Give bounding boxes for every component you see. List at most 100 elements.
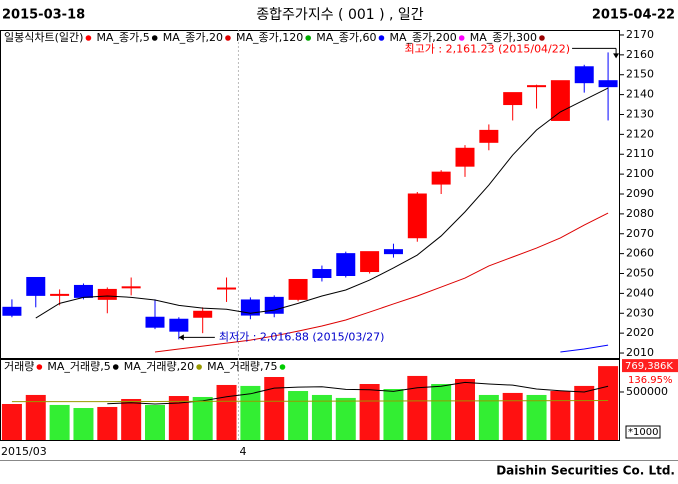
y-tick-label: 2020 [626, 326, 654, 339]
volume-bar [502, 392, 523, 440]
volume-bar [383, 389, 404, 440]
legend-dot [305, 35, 312, 41]
candle-body [574, 66, 594, 84]
volume-bar [311, 394, 332, 440]
unit-label: *1000 [628, 427, 658, 438]
candle-body [407, 193, 427, 239]
y-tick-label: 2060 [626, 247, 654, 260]
y-tick-label: 2170 [626, 28, 654, 41]
annotation-arrowhead [613, 53, 620, 59]
volume-bar [574, 385, 595, 440]
candle-body [503, 92, 523, 106]
annotation: 최고가 : 2,161.23 (2015/04/22) [405, 42, 571, 55]
candle-body [145, 316, 165, 328]
candle-body [550, 80, 570, 121]
volume-bar [526, 394, 547, 440]
candles [2, 52, 618, 340]
unit-box [625, 425, 661, 439]
legend-dot [36, 364, 43, 370]
y-tick-label: 2050 [626, 267, 654, 280]
volume-bar [145, 404, 165, 440]
end-date: 2015-04-22 [592, 8, 675, 23]
y-tick-label: 2090 [626, 187, 654, 200]
legend-dot [458, 35, 465, 41]
y-tick-label: 2070 [626, 227, 654, 240]
volume-bar [216, 384, 237, 440]
change-label: 136.95% [628, 375, 673, 386]
legend-label: MA_거래량,5 [47, 360, 110, 373]
footer: Daishin Securities Co. Ltd. [496, 464, 675, 478]
legend-dot [225, 35, 231, 41]
legend-label: 일봉식차트(일간) [4, 30, 83, 44]
legend-label: MA_종가,20 [163, 31, 223, 44]
volume-bar [431, 384, 452, 440]
candle-body [50, 293, 70, 296]
volume-bar [49, 404, 70, 440]
ma-line [154, 212, 609, 353]
ma-lines [11, 381, 609, 405]
candle-body [193, 310, 213, 318]
candle-body [479, 129, 499, 143]
y-tick-label: 2130 [626, 107, 654, 120]
legend-label: MA_거래량,20 [124, 360, 194, 373]
volume-bar [550, 391, 571, 440]
candle-body [288, 278, 308, 300]
candle-body [455, 147, 475, 167]
volume-bar [168, 396, 189, 440]
legend-dot [196, 364, 202, 370]
volume-bar [73, 408, 94, 440]
legend-dot [539, 35, 545, 41]
x-tick-label: 2015/03 [1, 445, 47, 458]
legend-label: MA_종가,60 [316, 31, 376, 44]
price-panel [0, 30, 620, 359]
candle-body [2, 306, 22, 316]
candle-body [240, 299, 260, 316]
legend-label: 거래량 [4, 360, 34, 373]
ma-line [560, 344, 609, 353]
candle-body [121, 286, 141, 289]
y-tick-label: 2030 [626, 306, 654, 319]
volume-bar [1, 403, 22, 440]
start-date: 2015-03-18 [2, 8, 85, 23]
volume-bar [240, 385, 261, 440]
volume-panel [0, 359, 620, 441]
legend-dot [151, 35, 158, 41]
candle-body [598, 80, 618, 88]
y-tick-label: 500000 [626, 385, 668, 398]
candle-body [312, 269, 332, 278]
candle-body [169, 318, 189, 332]
legend-label: MA_종가,200 [389, 31, 456, 44]
volume-bar [288, 391, 309, 440]
y-tick-label: 2160 [626, 48, 654, 61]
y-tick-label: 2010 [626, 346, 654, 359]
volume-bar [264, 376, 285, 440]
y-tick-label: 2120 [626, 127, 654, 140]
annotation-arrowhead [178, 334, 184, 341]
candle-body [217, 287, 237, 290]
y-tick-label: 2110 [626, 147, 654, 160]
legend-label: MA_거래량,75 [207, 360, 277, 373]
y-tick-label: 2140 [626, 88, 654, 101]
ma-line [107, 381, 609, 405]
ma-lines [35, 87, 609, 353]
legend-dot [279, 364, 286, 370]
volume-bar [598, 366, 619, 440]
y-tick-label: 2080 [626, 207, 654, 220]
ma-line [11, 400, 609, 403]
ma-line [35, 87, 609, 319]
y-tick-label: 2100 [626, 167, 654, 180]
volume-bar [407, 375, 428, 440]
value-label-box [622, 359, 678, 373]
volume-bar [359, 384, 380, 440]
candle-body [97, 288, 117, 300]
candle-body [527, 85, 547, 88]
candle-body [73, 284, 93, 298]
value-label: 769,386K [625, 361, 673, 372]
volume-bar [192, 396, 213, 440]
volume-bar [335, 397, 356, 440]
volume-bar [478, 394, 499, 440]
candle-body [431, 171, 451, 185]
candle-body [26, 276, 46, 296]
legend-label: MA_종가,120 [236, 31, 303, 44]
